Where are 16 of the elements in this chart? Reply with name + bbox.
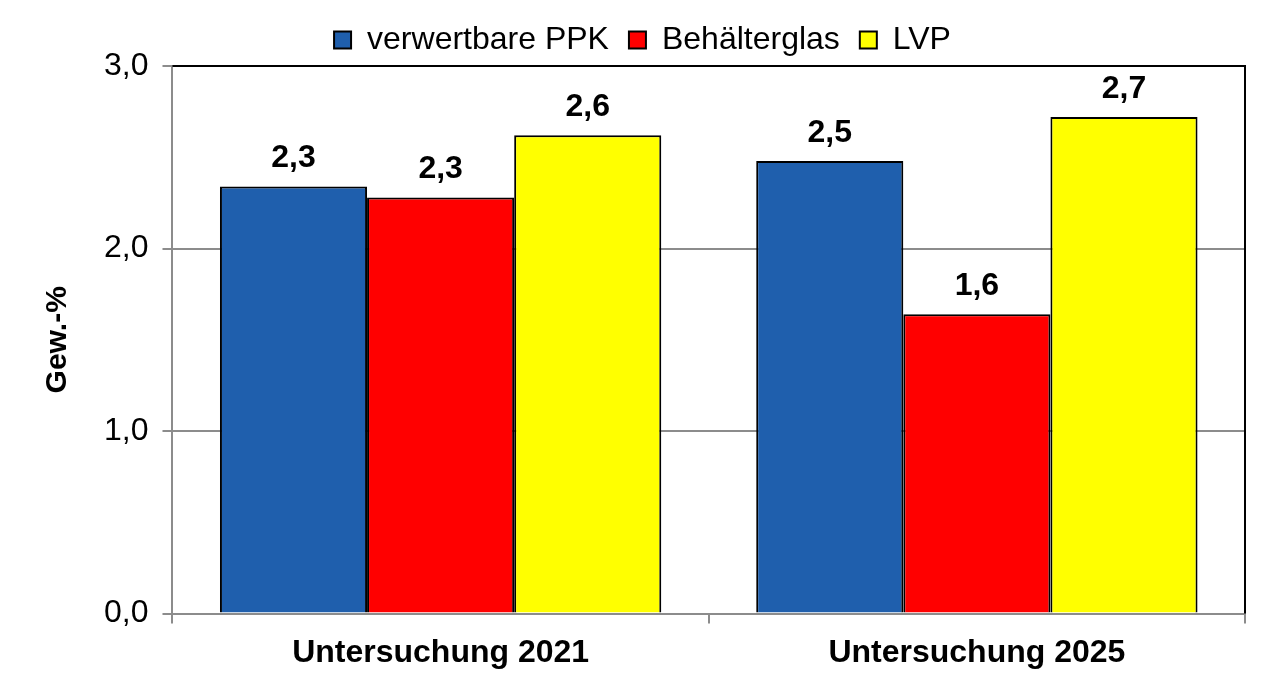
- data-label: 2,6: [565, 87, 610, 124]
- legend-label: LVP: [892, 19, 951, 56]
- data-label: 2,7: [1101, 68, 1147, 105]
- y-tick-label: 2,0: [104, 228, 149, 265]
- data-label: 2,3: [271, 138, 316, 175]
- x-tick-label: Untersuchung 2021: [292, 632, 590, 669]
- y-axis-title: Gew.-%: [39, 286, 73, 394]
- y-tick-label: 1,0: [104, 410, 149, 447]
- legend-label: Behälterglas: [661, 19, 840, 56]
- data-label: 2,3: [418, 149, 463, 186]
- x-tick-label: Untersuchung 2025: [828, 632, 1126, 669]
- y-tick-label: 3,0: [104, 45, 149, 82]
- y-tick-label: 0,0: [104, 593, 149, 630]
- data-label: 1,6: [954, 266, 1000, 303]
- legend-label: verwertbare PPK: [367, 19, 609, 56]
- data-label: 2,5: [807, 112, 852, 149]
